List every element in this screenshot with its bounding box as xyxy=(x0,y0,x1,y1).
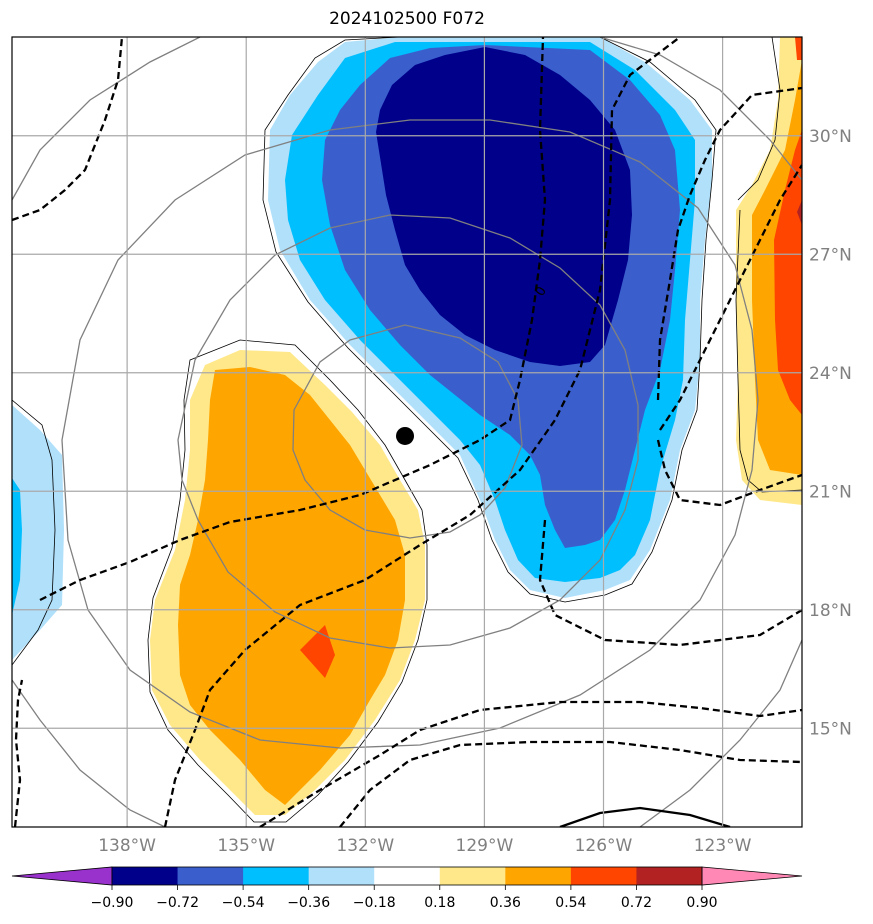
colorbar-swatch xyxy=(177,867,244,885)
colorbar-label: −0.90 xyxy=(91,895,134,911)
fill-neg036-west xyxy=(12,478,22,615)
colorbar-frame xyxy=(111,866,703,886)
colorbar-swatch xyxy=(308,867,375,885)
lat-tick-label: 24°N xyxy=(809,364,852,384)
fill-pos054-east xyxy=(774,130,802,415)
colorbar: −0.90 −0.72 −0.54 −0.36 −0.18 0.18 0.36 0.54 0.7… xyxy=(11,866,803,911)
lat-tick-label: 30°N xyxy=(809,127,852,147)
colorbar-extend-low xyxy=(11,866,113,886)
center-marker xyxy=(396,426,415,445)
colorbar-extend-high xyxy=(701,866,803,886)
lon-tick-label: 135°W xyxy=(217,836,275,856)
lat-tick-label: 27°N xyxy=(809,245,852,265)
colorbar-swatch xyxy=(374,867,441,885)
colorbar-swatch xyxy=(439,867,506,885)
colorbar-label: −0.36 xyxy=(287,895,330,911)
colorbar-label: −0.54 xyxy=(222,895,265,911)
colorbar-swatch xyxy=(112,867,179,885)
colorbar-swatch xyxy=(505,867,572,885)
lon-tick-label: 129°W xyxy=(456,836,514,856)
dashed-contours xyxy=(12,37,802,827)
lon-tick-label: 123°W xyxy=(694,836,752,856)
colorbar-swatch xyxy=(570,867,637,885)
colorbar-label: −0.72 xyxy=(156,895,199,911)
fill-pos072-east xyxy=(797,200,802,225)
fill-neg072 xyxy=(376,47,632,366)
colorbar-swatch xyxy=(636,867,703,885)
colorbar-label: 0.90 xyxy=(686,895,717,911)
gridlines xyxy=(12,37,802,827)
lon-tick-labels: 138°W 135°W 132°W 129°W 126°W 123°W xyxy=(98,836,751,856)
colorbar-label: 0.18 xyxy=(424,895,455,911)
contour-outlines xyxy=(12,37,802,823)
colorbar-label: 0.54 xyxy=(555,895,586,911)
map-frame xyxy=(11,36,803,828)
fill-pos054-east-top xyxy=(795,37,802,60)
colorbar-swatch xyxy=(243,867,310,885)
chart-title: 2024102500 F072 xyxy=(329,9,485,29)
colorbar-label: −0.18 xyxy=(353,895,396,911)
colorbar-label: 0.36 xyxy=(490,895,521,911)
solid-contour xyxy=(559,806,731,827)
lon-tick-label: 126°W xyxy=(575,836,633,856)
lat-tick-label: 21°N xyxy=(809,482,852,502)
lon-tick-label: 138°W xyxy=(98,836,156,856)
fill-pos054 xyxy=(300,625,335,678)
lat-tick-label: 18°N xyxy=(809,601,852,621)
lon-tick-label: 132°W xyxy=(336,836,394,856)
fill-pos036 xyxy=(178,367,405,805)
gray-contours xyxy=(12,37,802,827)
lat-tick-labels: 30°N 27°N 24°N 21°N 18°N 15°N xyxy=(809,127,852,740)
map-area: 0 xyxy=(12,37,802,827)
colorbar-label: 0.72 xyxy=(621,895,652,911)
fill-neg018-west xyxy=(12,405,64,660)
lat-tick-label: 15°N xyxy=(809,719,852,739)
